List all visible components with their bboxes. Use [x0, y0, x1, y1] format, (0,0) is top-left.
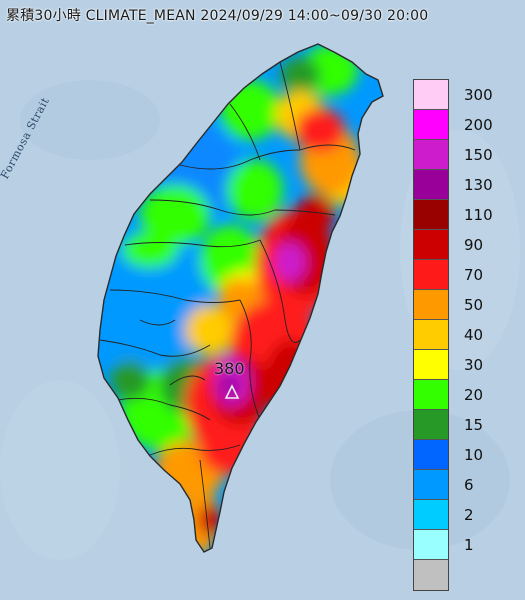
legend-label: 70	[464, 266, 484, 284]
legend-label: 15	[464, 416, 484, 434]
map-title: 累積30小時 CLIMATE_MEAN 2024/09/29 14:00~09/…	[6, 8, 429, 24]
legend-swatch	[414, 470, 448, 500]
legend-swatch	[414, 170, 448, 200]
legend-swatch	[414, 500, 448, 530]
legend-label: 1	[464, 536, 474, 554]
legend-label: 130	[464, 176, 493, 194]
legend-swatch	[414, 530, 448, 560]
legend-label: 90	[464, 236, 484, 254]
color-legend	[413, 79, 449, 591]
legend-label: 40	[464, 326, 484, 344]
legend-label: 300	[464, 86, 493, 104]
legend-swatch	[414, 380, 448, 410]
legend-swatch	[414, 260, 448, 290]
legend-swatch	[414, 320, 448, 350]
legend-swatch	[414, 410, 448, 440]
peak-marker-icon	[224, 384, 240, 399]
legend-label: 30	[464, 356, 484, 374]
legend-swatch	[414, 140, 448, 170]
legend-swatch	[414, 230, 448, 260]
legend-label: 2	[464, 506, 474, 524]
legend-swatch	[414, 440, 448, 470]
legend-swatch	[414, 200, 448, 230]
county-boundaries	[99, 61, 356, 549]
legend-swatch	[414, 110, 448, 140]
legend-label: 10	[464, 446, 484, 464]
legend-label: 6	[464, 476, 474, 494]
legend-label: 50	[464, 296, 484, 314]
legend-label: 150	[464, 146, 493, 164]
legend-label: 110	[464, 206, 493, 224]
legend-label: 20	[464, 386, 484, 404]
peak-value-label: 380	[214, 359, 245, 378]
island-outline	[97, 43, 384, 553]
legend-swatch	[414, 350, 448, 380]
legend-swatch	[414, 80, 448, 110]
legend-label: 200	[464, 116, 493, 134]
legend-swatch	[414, 560, 448, 590]
legend-swatch	[414, 290, 448, 320]
